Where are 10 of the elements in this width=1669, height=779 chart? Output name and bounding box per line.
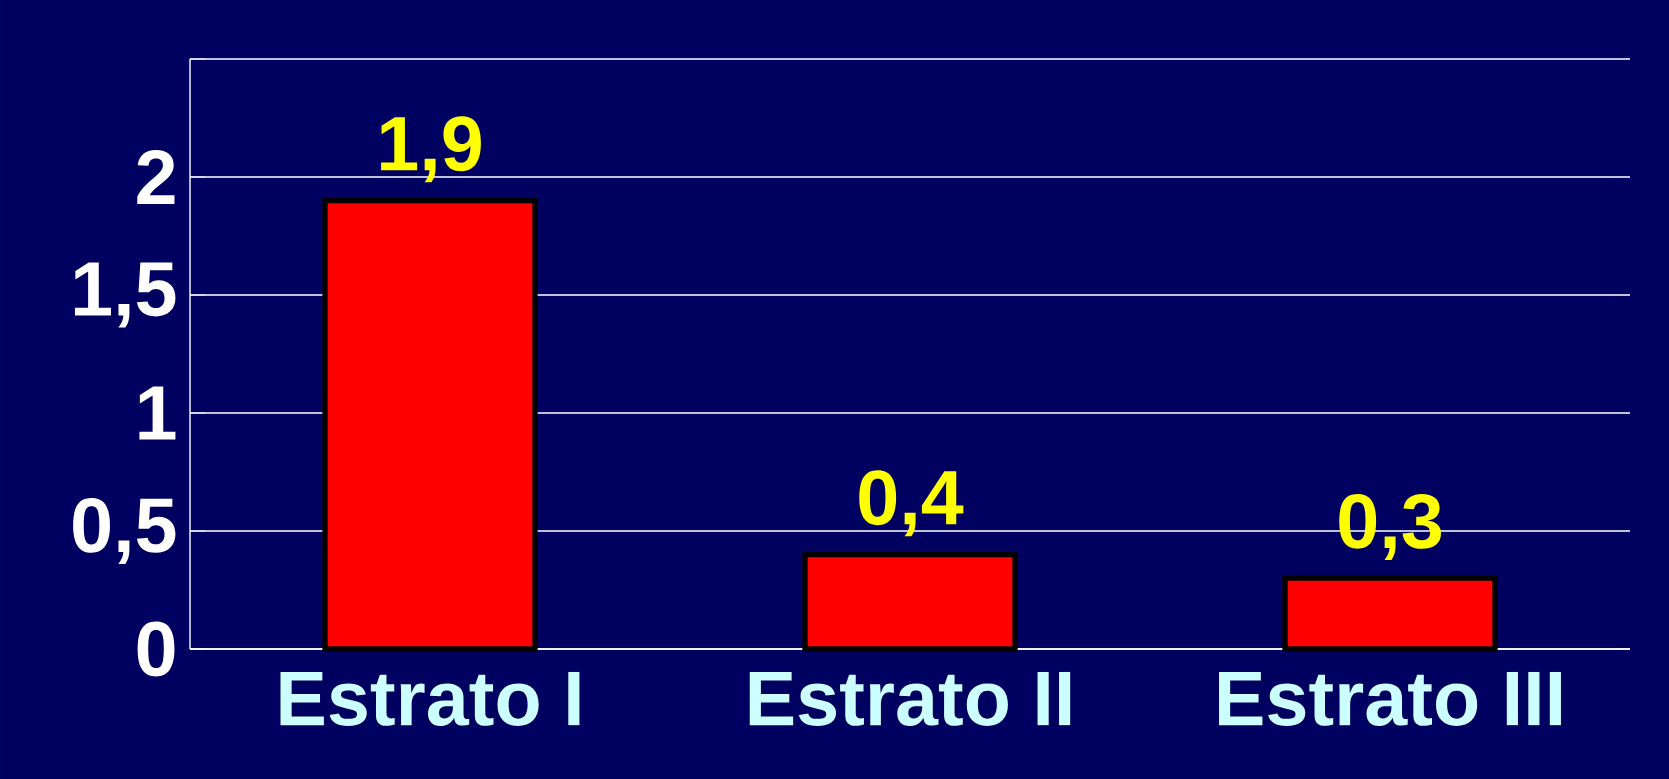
x-tick-label: Estrato I <box>280 671 580 726</box>
data-label: 0,4 <box>859 470 964 537</box>
x-tick-label: Estrato III <box>1219 671 1561 726</box>
data-label: 1,9 <box>381 116 481 183</box>
y-tick-label: 1 <box>139 386 176 440</box>
x-tick-label: Estrato II <box>749 671 1071 726</box>
y-tick-label: 2 <box>137 149 175 204</box>
y-tick-label: 0 <box>137 621 175 677</box>
y-tick-label: 1,5 <box>74 262 176 328</box>
y-tick-label: 0,5 <box>73 497 176 564</box>
